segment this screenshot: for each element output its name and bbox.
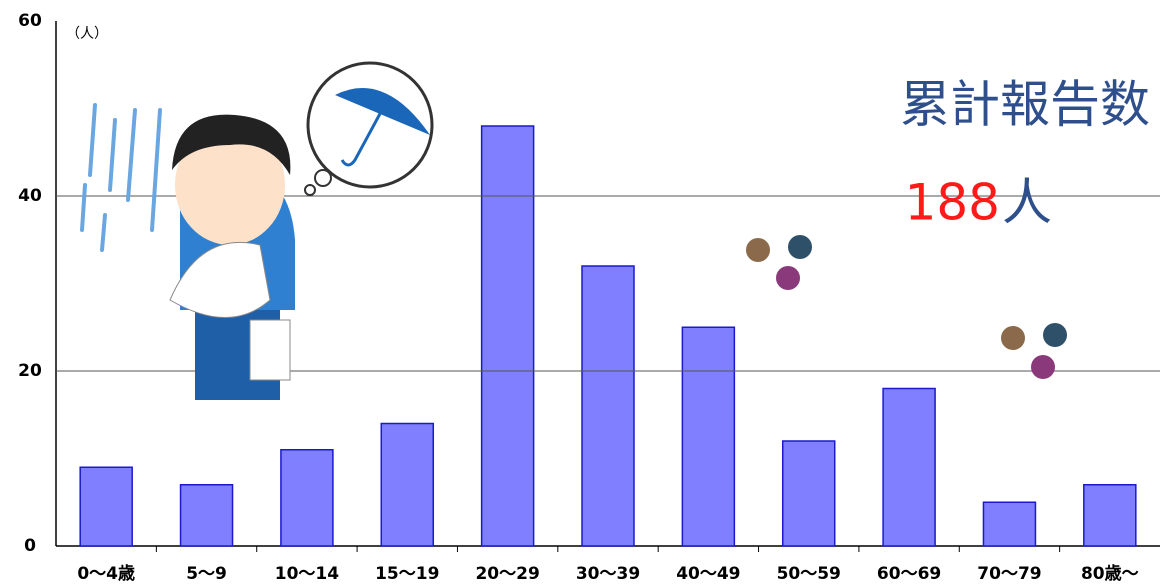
bar [682, 327, 734, 546]
x-tick-label: 0～4歳 [77, 563, 135, 584]
chart: 80歳～ 70～79 60～69 50～59 40～49 30～39 20～29 15～19 1… [0, 0, 1165, 584]
germs [746, 235, 1067, 379]
bar [181, 485, 233, 546]
x-tick-label: 30～39 [576, 564, 640, 584]
x-tick-label: 15～19 [375, 564, 439, 584]
bar [482, 126, 534, 546]
x-tick-label: 70～79 [977, 564, 1041, 584]
y-tick-label: 40 [18, 186, 42, 206]
y-tick-label: 0 [24, 536, 36, 556]
bar [582, 266, 634, 546]
bar [1084, 485, 1136, 546]
x-tick-label: 10～14 [275, 564, 339, 584]
bar [883, 389, 935, 547]
bar [783, 441, 835, 546]
bar [80, 467, 132, 546]
illustration [82, 63, 432, 400]
total-unit: 人 [1002, 174, 1052, 232]
y-unit: （人） [66, 26, 108, 42]
annotation: 累計報告数 [900, 76, 1150, 134]
y-tick-label: 20 [18, 361, 42, 381]
x-tick-label: 80歳～ [1081, 563, 1139, 584]
total: 188 [905, 174, 1000, 232]
x-tick-label: 5～9 [186, 564, 227, 584]
x-tick-label: 20～29 [475, 564, 539, 584]
x-tick-label: 60～69 [877, 564, 941, 584]
bar [381, 424, 433, 547]
bar [281, 450, 333, 546]
x-tick-label: 40～49 [676, 564, 740, 584]
bar [983, 502, 1035, 546]
x-tick-label: 50～59 [777, 564, 841, 584]
y-tick-label: 60 [18, 11, 42, 31]
